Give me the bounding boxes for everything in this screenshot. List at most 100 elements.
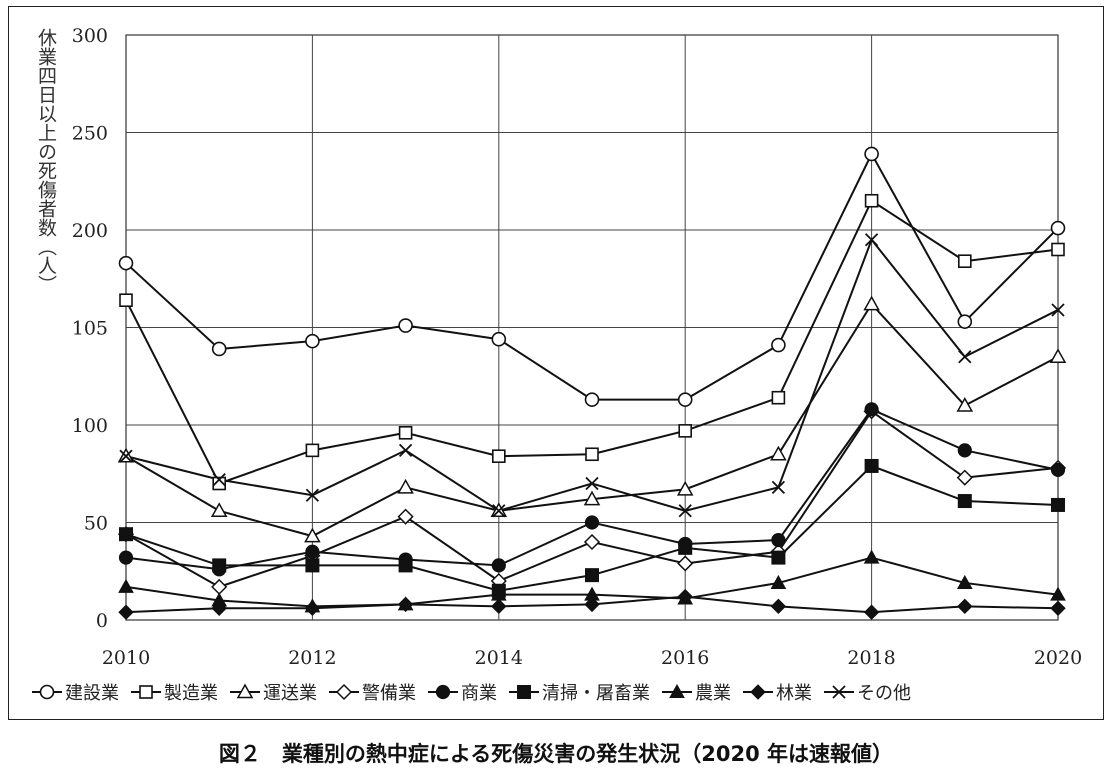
- data-point-7: [863, 604, 880, 620]
- data-point-8: [771, 480, 786, 495]
- data-point-1: [119, 293, 133, 308]
- data-point-3: [956, 469, 973, 486]
- data-point-2: [1049, 348, 1067, 363]
- data-point-8: [585, 476, 599, 491]
- legend-marker: [517, 685, 531, 699]
- legend-entry-5: 清掃・屠畜業: [509, 683, 650, 704]
- data-point-2: [304, 527, 321, 543]
- y-tick-label: 105: [72, 318, 108, 340]
- legend-label: その他: [857, 683, 911, 704]
- data-point-6: [863, 549, 880, 564]
- data-point-8: [678, 504, 692, 518]
- data-point-5: [119, 527, 133, 542]
- data-point-4: [771, 532, 786, 548]
- legend-entry-8: その他: [824, 683, 911, 704]
- data-point-0: [305, 333, 320, 349]
- x-tick-label: 2020: [1034, 647, 1082, 669]
- x-tick-label: 2016: [661, 647, 709, 669]
- data-point-7: [1050, 600, 1066, 617]
- data-point-0: [584, 392, 600, 407]
- legend-label: 農業: [695, 683, 731, 704]
- data-point-2: [583, 490, 601, 506]
- figure-caption: 図２ 業種別の熱中症による死傷災害の発生状況（2020 年は速報値）: [218, 742, 894, 766]
- data-point-8: [958, 350, 972, 364]
- data-point-0: [677, 392, 693, 407]
- data-point-1: [491, 449, 506, 464]
- x-tick-label: 2014: [475, 647, 523, 669]
- line-chart: 0 50 100 105 200 250 300 2010 2012 2014 2016 2018 20…: [32, 25, 1082, 704]
- series-line-1: [125, 199, 1059, 485]
- y-tick-label: 0: [96, 610, 108, 632]
- legend-marker: [435, 684, 451, 700]
- series-line-8: [125, 237, 1059, 512]
- data-point-7: [304, 600, 321, 617]
- data-point-2: [397, 478, 414, 494]
- legend-label: 製造業: [164, 683, 218, 704]
- data-point-4: [957, 443, 972, 458]
- legend-entry-1: 製造業: [131, 683, 218, 704]
- y-tick-label: 100: [72, 415, 108, 437]
- data-point-6: [956, 574, 973, 589]
- data-point-1: [212, 476, 226, 491]
- x-tick-label: 2012: [288, 647, 336, 669]
- data-point-2: [770, 445, 787, 461]
- data-point-2: [676, 480, 694, 496]
- data-point-7: [677, 588, 693, 605]
- data-point-3: [583, 533, 601, 551]
- data-point-8: [305, 488, 320, 502]
- data-point-0: [118, 255, 134, 271]
- data-point-5: [678, 540, 693, 555]
- data-point-1: [678, 424, 693, 438]
- legend-marker: [669, 683, 685, 698]
- data-point-4: [305, 544, 320, 559]
- data-point-5: [864, 458, 879, 473]
- data-point-0: [1050, 220, 1066, 236]
- data-point-5: [585, 568, 599, 583]
- data-point-3: [677, 555, 694, 572]
- legend-marker: [39, 684, 55, 700]
- legend-label: 林業: [776, 683, 812, 704]
- x-tick-label: 2018: [847, 647, 895, 669]
- data-point-8: [119, 449, 133, 463]
- data-point-7: [211, 600, 227, 617]
- legend-entry-2: 運送業: [230, 683, 317, 704]
- y-tick-label: 50: [84, 513, 108, 535]
- y-axis-label: 休業四日以上の死傷者数（人）: [35, 28, 57, 294]
- legend-label: 清掃・屠畜業: [542, 683, 650, 704]
- data-point-1: [957, 254, 972, 268]
- data-point-3: [397, 508, 414, 525]
- data-point-7: [584, 596, 600, 613]
- data-point-5: [1051, 497, 1065, 512]
- legend-entry-6: 農業: [662, 683, 731, 704]
- data-point-3: [211, 578, 228, 595]
- legend-entry-4: 商業: [428, 683, 497, 704]
- data-point-8: [1051, 303, 1065, 317]
- data-point-8: [492, 504, 506, 518]
- data-point-7: [957, 598, 973, 615]
- data-point-1: [864, 193, 879, 208]
- chart-frame: [8, 6, 1104, 720]
- data-point-4: [584, 515, 600, 530]
- data-point-0: [957, 314, 973, 329]
- data-point-4: [864, 402, 879, 417]
- data-point-6: [1050, 586, 1066, 601]
- data-point-8: [212, 472, 226, 487]
- legend-label: 運送業: [263, 683, 317, 704]
- data-point-2: [210, 502, 228, 518]
- data-point-7: [770, 598, 787, 615]
- data-point-2: [956, 396, 974, 412]
- legend-marker: [335, 683, 353, 701]
- legend-entry-0: 建設業: [32, 683, 119, 704]
- data-point-1: [771, 390, 786, 405]
- data-point-5: [957, 494, 972, 509]
- data-point-7: [118, 604, 134, 620]
- data-point-4: [1050, 462, 1066, 477]
- data-point-6: [770, 574, 787, 589]
- data-point-0: [491, 331, 507, 347]
- data-point-6: [118, 578, 134, 593]
- data-point-7: [491, 598, 507, 615]
- legend-entry-7: 林業: [743, 683, 812, 704]
- data-point-2: [863, 295, 880, 311]
- y-tick-label: 300: [72, 25, 108, 47]
- data-point-8: [398, 443, 413, 457]
